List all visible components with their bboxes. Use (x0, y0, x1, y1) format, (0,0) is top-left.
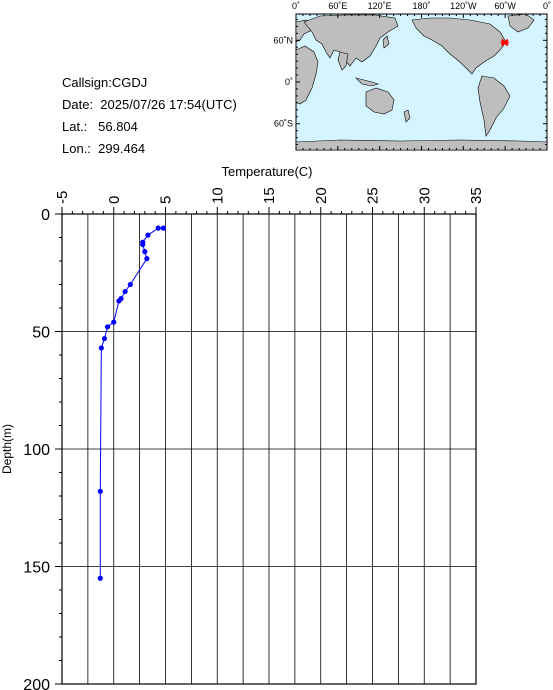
data-point (140, 241, 146, 248)
data-point (97, 488, 103, 494)
land-indonesia (355, 77, 379, 87)
world-map: 0˚ 60˚E 120˚E 180˚ 120˚W 60˚W 0˚ 60˚N 0˚ 60˚S (273, 1, 551, 151)
land-north-america (411, 17, 507, 75)
map-land (295, 13, 548, 151)
data-point (111, 319, 117, 325)
land-asia (303, 14, 399, 67)
station-info: Callsign:CGDJ Date: 2025/07/26 17:54(UTC… (62, 72, 237, 160)
y-tick-label: 50 (32, 325, 50, 342)
temperature-profile-line (99, 227, 164, 579)
map-top-label: 60˚E (328, 1, 347, 11)
data-point (140, 239, 146, 245)
data-point (144, 256, 150, 262)
x-axis-title: Temperature(C) (221, 164, 312, 179)
land-south-america (477, 75, 511, 137)
x-tick-label: 10 (209, 187, 226, 204)
land-india (337, 51, 349, 71)
x-tick-label: 0 (106, 196, 123, 204)
data-point (118, 296, 124, 302)
x-tick-label: 15 (261, 187, 278, 204)
land-nz (403, 109, 411, 123)
map-top-label: 0˚ (292, 1, 300, 11)
data-point (127, 281, 133, 288)
map-left-label: 60˚N (273, 35, 293, 45)
data-point (155, 225, 161, 231)
map-left-label: 0˚ (285, 77, 293, 87)
x-tick-label: 35 (468, 187, 485, 204)
data-point (98, 345, 104, 351)
data-point (142, 249, 148, 255)
y-tick-label: 150 (23, 560, 50, 577)
map-top-label: 0˚ (543, 1, 551, 11)
y-tick-label: 200 (23, 677, 50, 690)
longitude-text: Lon.: 299.464 (62, 141, 146, 156)
y-tick-label: 100 (23, 442, 50, 459)
x-tick-label: 20 (313, 187, 330, 204)
callsign-text: Callsign:CGDJ (62, 75, 148, 90)
data-point (97, 575, 103, 581)
data-point (104, 324, 111, 330)
map-top-label: 120˚E (368, 1, 392, 11)
x-tick-label: 25 (365, 187, 382, 204)
plot-frame (61, 213, 477, 685)
data-point (101, 335, 108, 342)
latitude-text: Lat.: 56.804 (62, 119, 138, 134)
data-point (122, 288, 128, 295)
map-top-label: 120˚W (450, 1, 477, 11)
land-australia (365, 87, 395, 115)
y-tick-label: 0 (41, 207, 50, 224)
location-marker-icon (500, 38, 509, 47)
x-tick-label: 30 (416, 187, 433, 204)
y-axis-title: Depth(m) (0, 424, 14, 474)
data-point (116, 298, 122, 304)
map-top-label: 60˚W (494, 1, 516, 11)
x-tick-label: -5 (54, 191, 71, 204)
x-tick-label: 5 (158, 196, 175, 204)
date-text: Date: 2025/07/26 17:54(UTC) (62, 97, 237, 112)
map-left-label: 60˚S (274, 119, 293, 129)
map-top-label: 180˚ (412, 1, 430, 11)
data-point (145, 232, 151, 238)
data-point (160, 225, 167, 231)
land-japan (382, 35, 390, 49)
